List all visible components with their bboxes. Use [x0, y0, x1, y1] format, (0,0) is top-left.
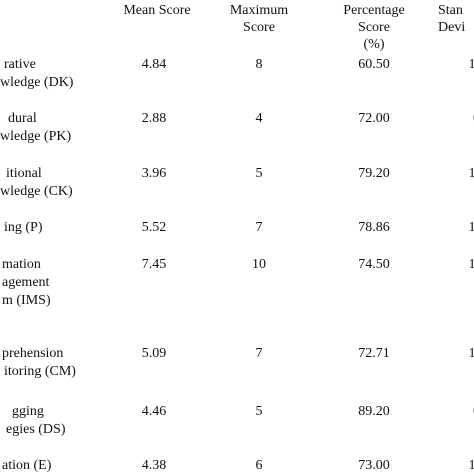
row-label-line: dural: [8, 111, 37, 126]
cell-sd: 1: [468, 257, 474, 272]
cell-sd: 1: [468, 220, 474, 235]
header-pct-line-3: (%): [363, 37, 385, 52]
header-sd-line-2: Devi: [438, 20, 466, 35]
header-maximum-score: Maximum Score: [214, 2, 304, 36]
cell-sd: 1: [468, 346, 474, 361]
header-percentage-score: Percentage Score (%): [324, 2, 424, 53]
cell-sd: 00: [440, 403, 474, 421]
cell-sd: 00: [440, 110, 474, 128]
cell-pct: 72.71: [358, 346, 390, 361]
cell-max: 5: [255, 166, 263, 181]
cell-max: 7: [255, 346, 263, 361]
row-label-ck: itional wledge (CK): [0, 165, 73, 201]
row-label-dk: rative wledge (DK): [0, 56, 73, 92]
cell-max: 8: [255, 57, 263, 72]
cell-mean: 3.96: [141, 166, 167, 181]
header-pct-line-1: Percentage: [343, 3, 405, 18]
cell-pct: 73.00: [358, 458, 390, 473]
cell-sd: 1: [468, 166, 474, 181]
row-label-line: wledge (PK): [0, 129, 72, 144]
cell-mean: 7.45: [141, 257, 167, 272]
cell-mean: 2.88: [141, 111, 167, 126]
row-label-p: ing (P): [0, 219, 43, 237]
row-label-line: mation: [2, 257, 41, 272]
row-label-line: wledge (DK): [0, 75, 74, 90]
cell-mean: 4.46: [141, 404, 167, 419]
header-sd-line-1: Stan: [438, 3, 463, 18]
row-label-line: ation (E): [2, 458, 52, 473]
row-label-line: ing (P): [4, 220, 43, 235]
cell-mean: 5.52: [141, 220, 167, 235]
row-label-line: itoring (CM): [4, 364, 76, 379]
row-label-pk: dural wledge (PK): [0, 110, 71, 146]
cell-max: 10: [252, 257, 266, 272]
row-label-ims: mation agement m (IMS): [0, 256, 51, 310]
row-label-line: m (IMS): [2, 293, 51, 308]
cell-pct: 74.50: [358, 257, 390, 272]
cell-sd: 1: [468, 57, 474, 72]
header-max-line-2: Score: [243, 20, 275, 35]
cell-sd: 1: [468, 458, 474, 473]
row-label-line: rative: [4, 57, 36, 72]
cell-pct: 78.86: [358, 220, 390, 235]
cell-mean: 4.84: [141, 57, 167, 72]
row-label-line: itional: [6, 166, 42, 181]
cell-mean: 4.38: [141, 458, 167, 473]
header-mean-score: Mean Score: [112, 2, 202, 19]
header-pct-line-2: Score: [358, 20, 390, 35]
header-max-line-1: Maximum: [229, 3, 289, 18]
row-label-line: prehension: [2, 346, 64, 361]
cell-pct: 89.20: [358, 404, 390, 419]
cell-pct: 60.50: [358, 57, 390, 72]
cell-pct: 72.00: [358, 111, 390, 126]
row-label-line: gging: [12, 404, 44, 419]
cell-pct: 79.20: [358, 166, 390, 181]
row-label-line: egies (DS): [6, 422, 66, 437]
cell-mean: 5.09: [141, 346, 167, 361]
row-label-ds: gging egies (DS): [0, 403, 66, 439]
row-label-cm: prehension itoring (CM): [0, 345, 76, 381]
row-label-line: agement: [2, 275, 50, 290]
cell-max: 5: [255, 404, 263, 419]
row-label-e: ation (E): [0, 457, 51, 474]
cell-max: 6: [255, 458, 263, 473]
header-mean-line-1: Mean Score: [123, 3, 191, 18]
header-standard-deviation: Stan Devi: [438, 2, 474, 36]
cell-max: 4: [255, 111, 263, 126]
cell-max: 7: [255, 220, 263, 235]
row-label-line: wledge (CK): [0, 184, 73, 199]
